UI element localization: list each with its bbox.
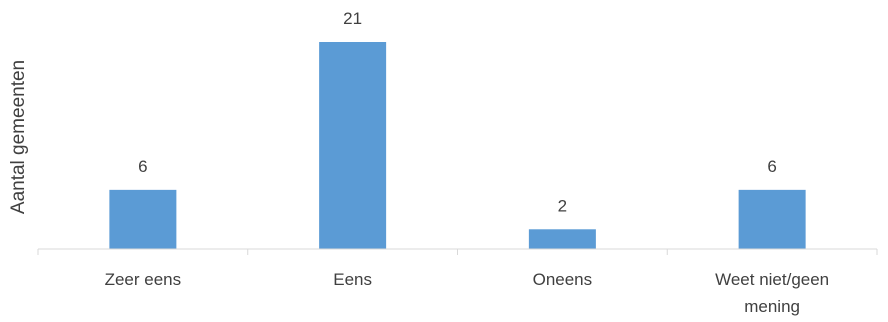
data-label: 2 [558, 196, 567, 215]
x-axis-ticks [37, 249, 878, 255]
bar-zeer-eens [109, 189, 177, 249]
x-tick-label: Weet niet/geen mening [715, 270, 829, 316]
x-tick-label: Eens [333, 270, 372, 289]
bar-oneens [528, 229, 596, 249]
x-tick-label: Oneens [533, 270, 593, 289]
y-axis-title: Aantal gemeenten [8, 60, 29, 214]
data-label: 6 [767, 157, 776, 176]
data-label: 6 [138, 157, 147, 176]
bar-eens [319, 42, 387, 249]
bar-weet-niet-geen-mening [738, 189, 806, 249]
data-labels: 6 21 2 6 [138, 9, 777, 215]
x-tick-label: Zeer eens [105, 270, 182, 289]
bar-series [109, 42, 806, 249]
x-axis-labels: Zeer eens Eens Oneens Weet niet/geen mening [105, 270, 830, 316]
data-label: 21 [343, 9, 362, 28]
